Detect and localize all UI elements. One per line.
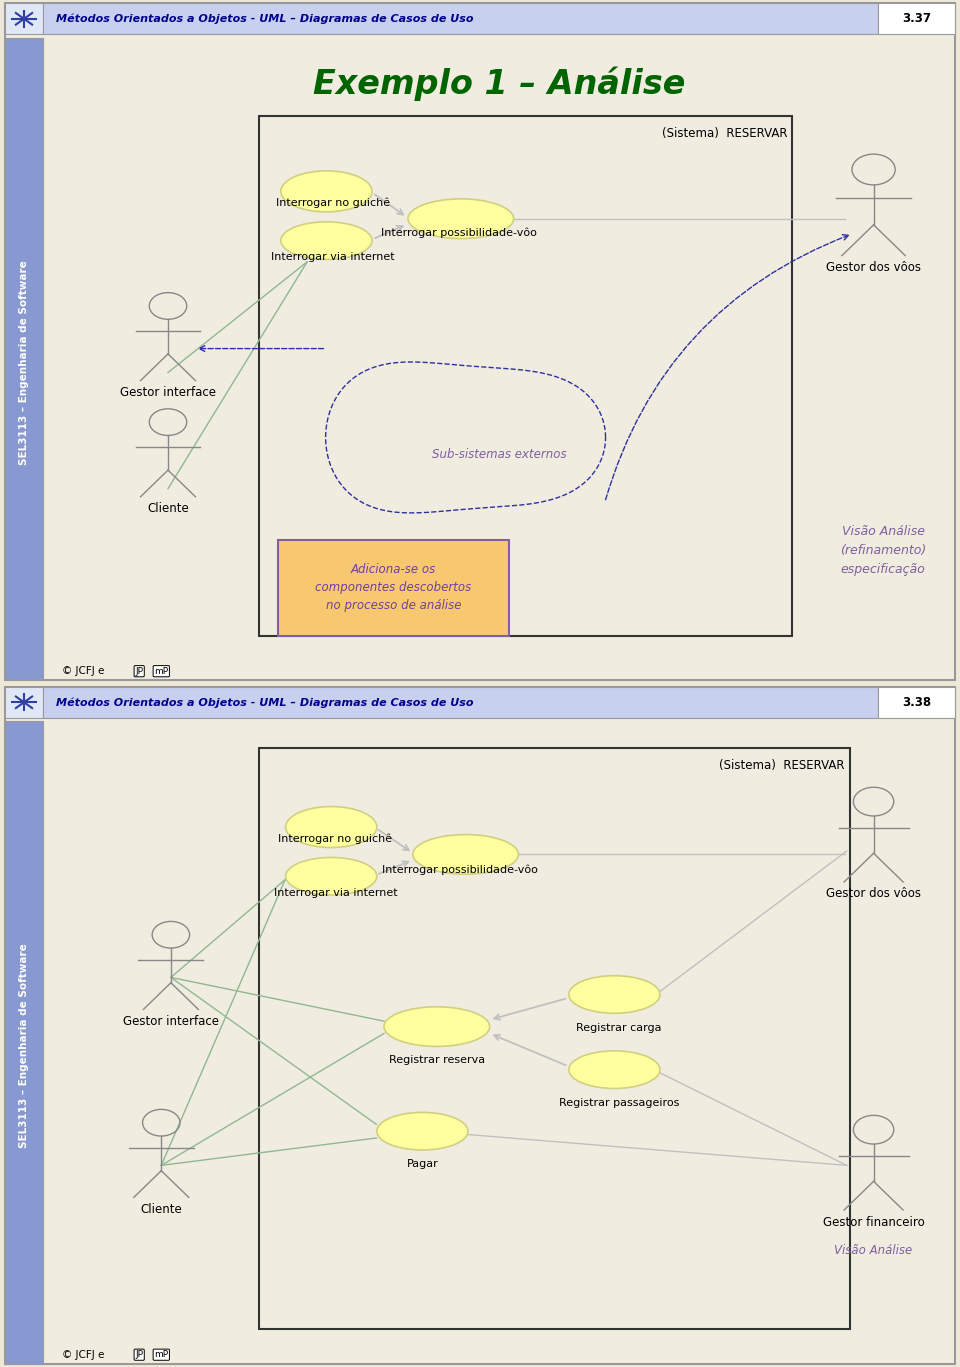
Text: JP: JP xyxy=(135,667,143,675)
Ellipse shape xyxy=(408,198,514,238)
Text: (Sistema)  RESERVAR: (Sistema) RESERVAR xyxy=(661,127,787,139)
Text: Registrar reserva: Registrar reserva xyxy=(389,1055,485,1065)
FancyBboxPatch shape xyxy=(5,3,43,34)
FancyBboxPatch shape xyxy=(5,3,955,679)
Ellipse shape xyxy=(286,857,376,895)
Text: mP: mP xyxy=(155,667,168,675)
Text: Adiciona-se os
componentes descobertos
no processo de análise: Adiciona-se os componentes descobertos n… xyxy=(316,563,471,612)
Text: 3.38: 3.38 xyxy=(902,696,931,709)
Ellipse shape xyxy=(280,171,372,212)
Text: Gestor interface: Gestor interface xyxy=(123,1014,219,1028)
Text: Gestor dos vôos: Gestor dos vôos xyxy=(827,887,921,901)
FancyBboxPatch shape xyxy=(5,722,43,1364)
Text: Gestor interface: Gestor interface xyxy=(120,385,216,399)
Ellipse shape xyxy=(286,807,376,848)
Text: Pagar: Pagar xyxy=(406,1159,439,1169)
FancyBboxPatch shape xyxy=(259,749,850,1329)
Text: mP: mP xyxy=(155,1351,168,1359)
Text: Visão Análise
(refinamento)
especificação: Visão Análise (refinamento) especificaçã… xyxy=(840,525,926,576)
FancyBboxPatch shape xyxy=(878,3,955,34)
Text: © JCFJ e: © JCFJ e xyxy=(62,666,105,677)
Ellipse shape xyxy=(568,1051,660,1088)
Ellipse shape xyxy=(413,834,518,875)
Text: Métodos Orientados a Objetos - UML – Diagramas de Casos de Uso: Métodos Orientados a Objetos - UML – Dia… xyxy=(56,14,473,25)
Ellipse shape xyxy=(384,1006,490,1047)
Text: Interrogar possibilidade-vôo: Interrogar possibilidade-vôo xyxy=(381,228,537,238)
Ellipse shape xyxy=(568,976,660,1013)
FancyBboxPatch shape xyxy=(278,540,509,636)
Text: JP: JP xyxy=(135,1351,143,1359)
Text: Registrar passageiros: Registrar passageiros xyxy=(559,1099,680,1109)
Text: 3.37: 3.37 xyxy=(902,12,931,26)
FancyBboxPatch shape xyxy=(43,686,878,718)
FancyBboxPatch shape xyxy=(259,116,792,636)
Text: Registrar carga: Registrar carga xyxy=(576,1023,662,1033)
FancyBboxPatch shape xyxy=(5,686,43,718)
FancyBboxPatch shape xyxy=(43,3,878,34)
Text: SEL3113 – Engenharia de Software: SEL3113 – Engenharia de Software xyxy=(19,260,29,465)
Text: Interrogar via internet: Interrogar via internet xyxy=(274,889,397,898)
Text: Interrogar no guichê: Interrogar no guichê xyxy=(276,198,390,208)
Ellipse shape xyxy=(280,221,372,260)
FancyBboxPatch shape xyxy=(878,686,955,718)
Text: Exemplo 1 – Análise: Exemplo 1 – Análise xyxy=(313,66,685,101)
Text: Interrogar no guichê: Interrogar no guichê xyxy=(278,834,393,843)
Text: Sub-sistemas externos: Sub-sistemas externos xyxy=(432,448,566,461)
FancyBboxPatch shape xyxy=(5,686,955,1364)
Text: Gestor financeiro: Gestor financeiro xyxy=(823,1215,924,1229)
Text: Cliente: Cliente xyxy=(140,1203,182,1215)
Text: SEL3113 – Engenharia de Software: SEL3113 – Engenharia de Software xyxy=(19,943,29,1148)
Ellipse shape xyxy=(376,1113,468,1150)
Text: Métodos Orientados a Objetos - UML – Diagramas de Casos de Uso: Métodos Orientados a Objetos - UML – Dia… xyxy=(56,697,473,708)
Text: Interrogar via internet: Interrogar via internet xyxy=(271,252,395,262)
Text: Cliente: Cliente xyxy=(147,502,189,515)
Text: Gestor dos vôos: Gestor dos vôos xyxy=(827,261,921,275)
Text: (Sistema)  RESERVAR: (Sistema) RESERVAR xyxy=(719,759,845,772)
Text: Interrogar possibilidade-vôo: Interrogar possibilidade-vôo xyxy=(382,865,538,875)
Text: © JCFJ e: © JCFJ e xyxy=(62,1349,105,1360)
Text: Visão Análise: Visão Análise xyxy=(834,1244,913,1258)
FancyBboxPatch shape xyxy=(5,38,43,679)
